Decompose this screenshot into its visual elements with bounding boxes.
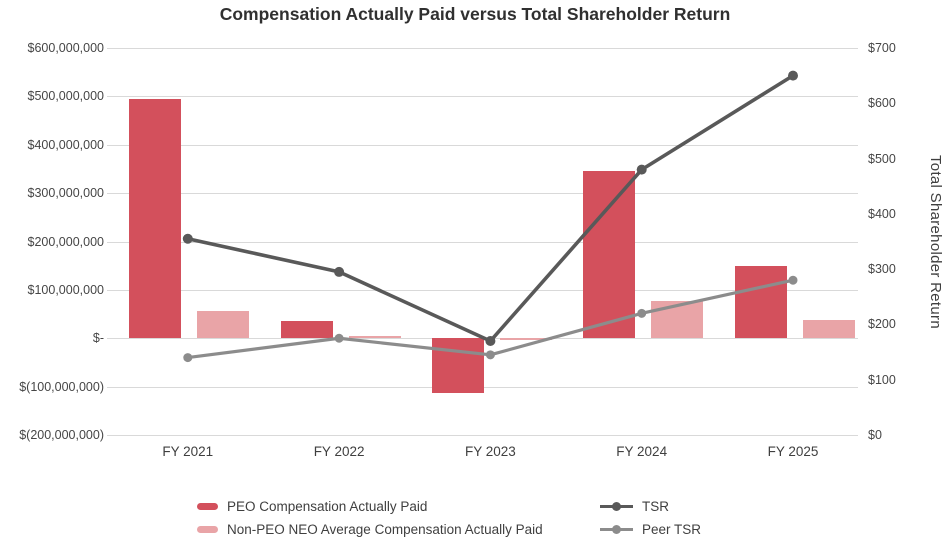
bar-peo — [280, 320, 333, 339]
bar-peo — [583, 171, 636, 339]
bar-nonpeo — [802, 319, 855, 339]
legend: PEO Compensation Actually Paid Non-PEO N… — [0, 497, 950, 540]
line-series-layer — [182, 70, 798, 363]
x-axis-label: FY 2022 — [313, 444, 365, 459]
legend-label-nonpeo: Non-PEO NEO Average Compensation Actuall… — [227, 522, 543, 537]
left-axis-tick — [107, 338, 115, 340]
left-axis-tick — [107, 193, 115, 195]
gridline — [115, 48, 858, 49]
tsr-line-swatch — [600, 502, 633, 511]
left-axis-label: $600,000,000 — [27, 41, 104, 55]
gridline — [115, 289, 858, 291]
left-axis-tick — [107, 386, 115, 388]
bar-nonpeo — [348, 336, 401, 339]
legend-label-tsr: TSR — [642, 499, 669, 514]
left-axis-label: $300,000,000 — [27, 186, 104, 201]
left-axis-tick — [107, 241, 115, 243]
legend-item-peo: PEO Compensation Actually Paid — [197, 497, 543, 516]
gridline — [115, 386, 858, 388]
left-axis-label: $200,000,000 — [27, 234, 104, 249]
legend-item-peer-tsr: Peer TSR — [600, 520, 701, 539]
right-axis-title: Total Shareholder Return — [927, 154, 944, 329]
tsr-point — [334, 266, 345, 277]
peo-bar-swatch — [197, 503, 218, 510]
peer-tsr-line-swatch — [600, 525, 633, 534]
peer-tsr-point — [183, 353, 193, 363]
bar-peo — [431, 338, 484, 393]
right-axis-label: $0 — [868, 428, 882, 442]
left-axis-label: $100,000,000 — [27, 282, 104, 297]
tsr-point — [636, 164, 647, 175]
left-axis-tick — [107, 144, 115, 146]
x-axis-label: FY 2025 — [767, 444, 819, 459]
legend-column-bars: PEO Compensation Actually Paid Non-PEO N… — [197, 497, 543, 539]
left-axis-label: $500,000,000 — [27, 89, 104, 104]
left-axis-label: $- — [92, 331, 104, 346]
right-axis-label: $200 — [868, 317, 896, 332]
gridline — [115, 241, 858, 243]
bar-peo — [129, 98, 182, 339]
tsr-point — [182, 233, 193, 244]
bar-nonpeo — [197, 310, 250, 339]
left-axis-tick — [107, 96, 115, 98]
right-axis-label: $600 — [868, 96, 896, 111]
left-axis-tick — [107, 435, 115, 436]
peer-tsr-point — [637, 308, 647, 318]
legend-label-peo: PEO Compensation Actually Paid — [227, 499, 428, 514]
right-axis-label: $400 — [868, 206, 896, 221]
tsr-point — [485, 336, 496, 347]
left-axis-tick — [107, 289, 115, 291]
right-axis-label: $700 — [868, 41, 896, 55]
gridline — [115, 96, 858, 98]
x-axis-label: FY 2023 — [464, 444, 516, 459]
legend-item-nonpeo: Non-PEO NEO Average Compensation Actuall… — [197, 520, 543, 539]
left-axis-label: $400,000,000 — [27, 137, 104, 152]
x-axis-label: FY 2021 — [162, 444, 214, 459]
gridline — [115, 144, 858, 146]
bar-nonpeo — [651, 301, 704, 339]
gridline — [115, 435, 858, 436]
peer-tsr-point — [334, 333, 344, 343]
x-axis-label: FY 2024 — [616, 444, 668, 459]
chart-title: Compensation Actually Paid versus Total … — [219, 4, 731, 24]
right-axis-label: $100 — [868, 372, 896, 387]
right-axis-label: $500 — [868, 151, 896, 166]
left-axis-label: $(200,000,000) — [19, 428, 104, 442]
legend-item-tsr: TSR — [600, 497, 701, 516]
right-axis-label: $300 — [868, 262, 896, 277]
peer-tsr-point — [485, 350, 495, 360]
peer-tsr-point — [788, 275, 798, 285]
tsr-point — [788, 70, 798, 81]
legend-column-lines: TSR Peer TSR — [600, 497, 701, 539]
bar-nonpeo — [499, 338, 552, 341]
plot-area — [115, 48, 858, 436]
bar-peo — [734, 265, 787, 339]
legend-label-peer-tsr: Peer TSR — [642, 522, 702, 537]
left-axis-label: $(100,000,000) — [19, 379, 104, 394]
gridline — [115, 193, 858, 195]
nonpeo-bar-swatch — [197, 526, 218, 533]
left-axis-tick — [107, 48, 115, 49]
